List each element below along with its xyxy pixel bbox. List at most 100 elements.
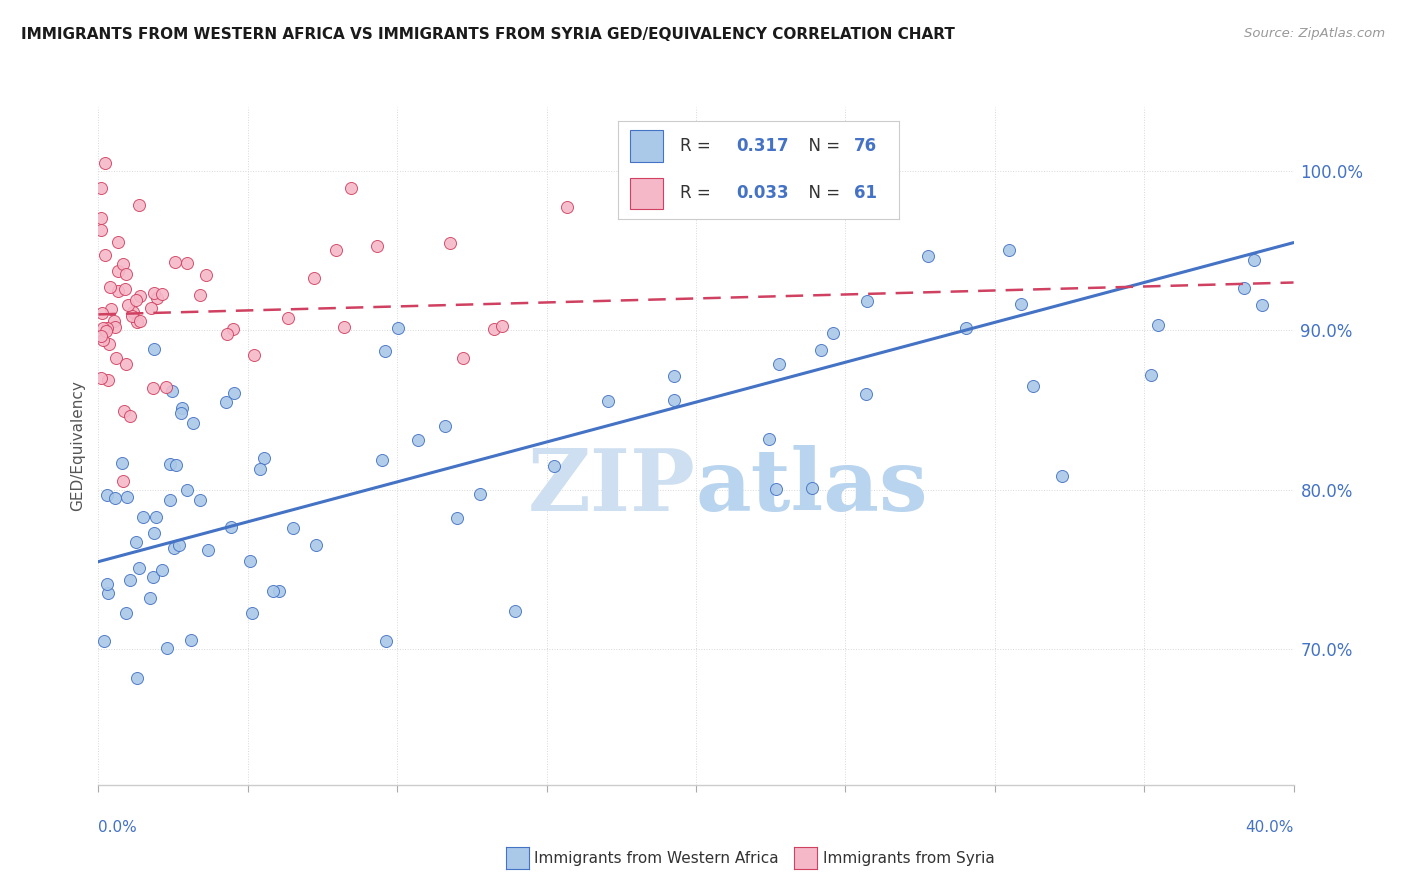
Point <box>167 538 190 552</box>
Point <box>1050 468 1073 483</box>
Point <box>91 321 114 335</box>
Point <box>104 351 127 365</box>
Text: N =: N = <box>799 185 845 202</box>
Point <box>305 538 328 552</box>
Point <box>104 491 127 506</box>
Point <box>340 181 363 195</box>
Text: R =: R = <box>681 137 716 155</box>
Point <box>1010 297 1032 311</box>
Text: Immigrants from Western Africa: Immigrants from Western Africa <box>534 851 779 865</box>
Point <box>93 634 115 648</box>
Point <box>281 521 304 535</box>
Point <box>1243 252 1265 267</box>
Point <box>374 343 396 358</box>
Point <box>662 369 685 384</box>
Point <box>115 267 138 281</box>
Point <box>139 591 162 605</box>
Point <box>156 640 179 655</box>
Point <box>325 243 347 257</box>
Point <box>215 395 238 409</box>
Point <box>114 282 136 296</box>
Text: R =: R = <box>681 185 716 202</box>
Point <box>1022 379 1045 393</box>
Text: Source: ZipAtlas.com: Source: ZipAtlas.com <box>1244 27 1385 40</box>
Point <box>142 381 165 395</box>
Point <box>128 560 150 574</box>
Point <box>122 304 145 318</box>
Text: 76: 76 <box>855 137 877 155</box>
Point <box>91 333 114 347</box>
Point <box>451 351 474 366</box>
Point <box>163 541 186 556</box>
Point <box>152 287 174 301</box>
Point <box>94 324 117 338</box>
Point <box>165 458 187 472</box>
Point <box>97 373 120 387</box>
Point <box>239 554 262 568</box>
Point <box>90 329 112 343</box>
Point <box>111 456 134 470</box>
Point <box>810 343 832 358</box>
Point <box>917 248 939 262</box>
Point <box>97 586 120 600</box>
Point <box>139 301 162 315</box>
FancyBboxPatch shape <box>630 130 664 161</box>
Text: atlas: atlas <box>696 445 928 529</box>
Point <box>998 243 1021 257</box>
Text: IMMIGRANTS FROM WESTERN AFRICA VS IMMIGRANTS FROM SYRIA GED/EQUIVALENCY CORRELAT: IMMIGRANTS FROM WESTERN AFRICA VS IMMIGR… <box>21 27 955 42</box>
Point <box>662 393 685 408</box>
Point <box>955 321 977 335</box>
Point <box>821 326 844 340</box>
Point <box>304 270 326 285</box>
Point <box>104 320 127 334</box>
Point <box>503 604 526 618</box>
Point <box>145 510 167 524</box>
FancyBboxPatch shape <box>630 178 664 209</box>
Point <box>124 293 146 307</box>
Point <box>90 370 112 384</box>
Text: 0.317: 0.317 <box>737 137 789 155</box>
Point <box>143 342 166 356</box>
Point <box>176 483 198 497</box>
Point <box>1146 318 1168 332</box>
Point <box>446 511 468 525</box>
Point <box>118 573 141 587</box>
Point <box>125 315 148 329</box>
Point <box>1251 298 1274 312</box>
Point <box>491 319 513 334</box>
Point <box>408 433 430 447</box>
Point <box>98 336 121 351</box>
Point <box>115 490 138 504</box>
Point <box>366 238 388 252</box>
Point <box>155 380 177 394</box>
Point <box>215 327 238 342</box>
Point <box>90 306 112 320</box>
Point <box>1233 280 1256 294</box>
Point <box>176 256 198 270</box>
Point <box>90 211 112 225</box>
Point <box>183 416 205 430</box>
Text: Immigrants from Syria: Immigrants from Syria <box>823 851 994 865</box>
Point <box>224 386 246 401</box>
Point <box>114 607 136 621</box>
Point <box>107 284 129 298</box>
Text: 61: 61 <box>855 185 877 202</box>
Point <box>142 570 165 584</box>
Point <box>100 279 122 293</box>
Point <box>269 584 291 599</box>
Point <box>197 542 219 557</box>
Point <box>370 452 392 467</box>
Point <box>125 671 148 685</box>
Point <box>768 357 790 371</box>
Point <box>90 222 112 236</box>
Point <box>125 535 148 549</box>
Point <box>128 198 150 212</box>
Point <box>801 481 824 495</box>
Text: ZIP: ZIP <box>529 445 696 529</box>
Point <box>129 289 152 303</box>
Point <box>240 606 263 620</box>
Point <box>170 401 193 415</box>
Point <box>112 404 135 418</box>
Point <box>188 493 211 508</box>
Text: 40.0%: 40.0% <box>1246 820 1294 835</box>
